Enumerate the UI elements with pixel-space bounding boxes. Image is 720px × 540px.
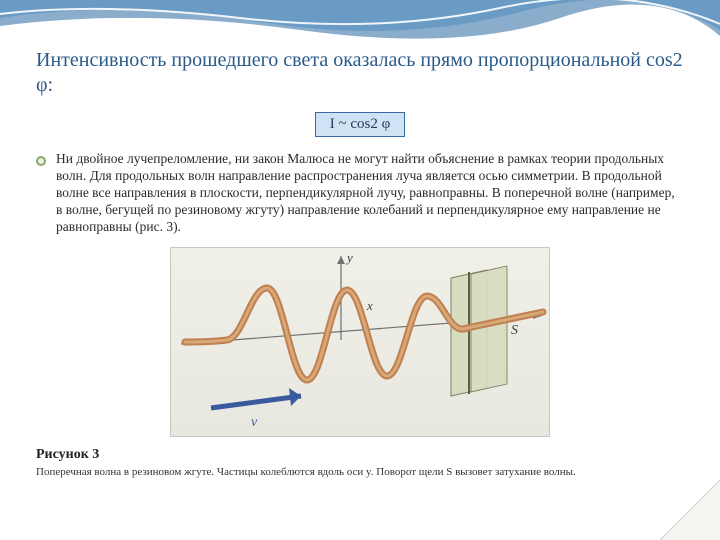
slit-label: S [511, 323, 518, 338]
transverse-wave-figure: x y S [170, 247, 550, 437]
figure-container: x y S [36, 247, 684, 437]
bullet-paragraph-row: Ни двойное лучепреломление, ни закон Мал… [36, 151, 684, 235]
bullet-marker [36, 156, 46, 166]
slide-title: Интенсивность прошедшего света оказалась… [36, 48, 684, 98]
axis-x-label: x [366, 298, 373, 313]
main-paragraph: Ни двойное лучепреломление, ни закон Мал… [56, 151, 684, 235]
figure-caption: Поперечная волна в резиновом жгуте. Част… [36, 465, 684, 479]
velocity-arrow: v [211, 388, 301, 430]
slide-content: Интенсивность прошедшего света оказалась… [0, 0, 720, 492]
formula-box: I ~ cos2 φ [315, 112, 406, 137]
figure-number-label: Рисунок 3 [36, 447, 684, 463]
velocity-label: v [251, 415, 258, 430]
axis-y-label: y [345, 250, 353, 265]
